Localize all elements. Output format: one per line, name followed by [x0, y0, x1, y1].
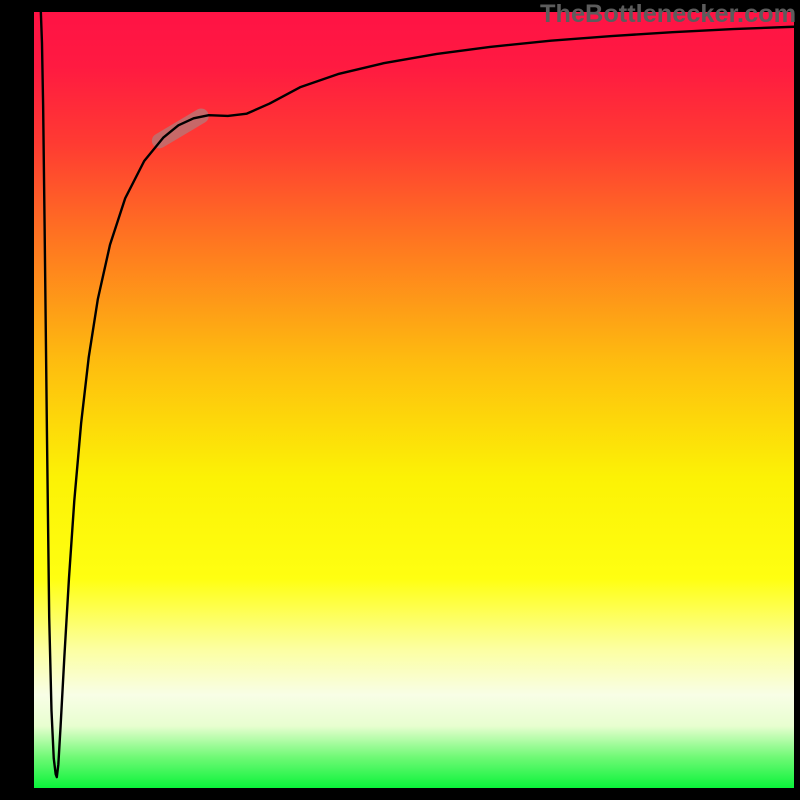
bottleneck-curve-chart [0, 0, 800, 800]
chart-root: TheBottlenecker.com [0, 0, 800, 800]
chart-plot-area [34, 12, 794, 788]
